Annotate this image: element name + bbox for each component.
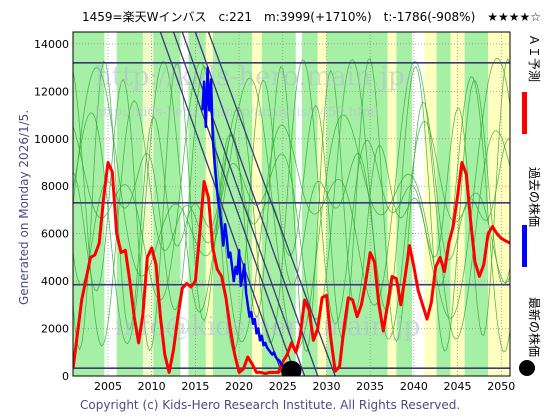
band-14 — [326, 32, 388, 376]
x-tick-2015: 2015 — [181, 380, 209, 393]
trend-line-4 — [159, 32, 284, 376]
band-22 — [488, 32, 510, 376]
band-19 — [436, 32, 451, 376]
band-15 — [387, 32, 397, 376]
band-13 — [317, 32, 327, 376]
x-tick-2010: 2010 — [138, 380, 166, 393]
watermark-url: http://kids-hero.main.jp/ — [95, 62, 414, 92]
y-tick-14000: 14000 — [34, 38, 69, 51]
trend-line-3 — [207, 32, 336, 376]
y-tick-8000: 8000 — [41, 180, 69, 193]
x-tick-2040: 2040 — [400, 380, 428, 393]
x-tick-2045: 2045 — [444, 380, 472, 393]
y-tick-6000: 6000 — [41, 228, 69, 241]
legend-swatch-0 — [522, 92, 527, 134]
band-3 — [142, 32, 154, 376]
ai-prediction-line — [73, 161, 510, 376]
x-tick-2030: 2030 — [312, 380, 340, 393]
x-tick-2035: 2035 — [356, 380, 384, 393]
envelope-line-5 — [73, 58, 510, 352]
watermark: http://kids-hero.main.jp/ http://kids-he… — [95, 62, 420, 342]
legend-label-2: 最新の株価 — [527, 297, 542, 357]
envelope-line-1 — [73, 61, 510, 343]
series-layer — [73, 66, 510, 376]
y-tick-2000: 2000 — [41, 323, 69, 336]
envelope-line-6 — [73, 57, 510, 353]
envelope-line-2 — [73, 58, 510, 345]
x-axis-ticks: 2005 2010 2015 2020 2025 2030 2035 2040 2045 2050 — [94, 380, 515, 393]
latest-price-marker — [281, 360, 302, 376]
generated-date-label: Generated on Monday 2026/1/5. — [17, 110, 31, 305]
x-tick-2025: 2025 — [269, 380, 297, 393]
watermark-analysis-url: http://kids-hero.main.jp/analysis/1459.h… — [95, 105, 379, 120]
plot-frame — [72, 31, 511, 377]
legend-swatch-2 — [519, 360, 535, 376]
band-18 — [424, 32, 437, 376]
x-tick-2020: 2020 — [225, 380, 253, 393]
legend-swatch-1 — [522, 225, 527, 267]
band-5 — [180, 32, 189, 376]
y-tick-0: 0 — [62, 370, 69, 383]
band-2 — [116, 32, 143, 376]
band-11 — [295, 32, 302, 376]
copyright-text: Copyright (c) Kids-Hero Research Institu… — [80, 398, 460, 412]
band-16 — [396, 32, 413, 376]
chart-title: 1459=楽天Wインバス c:221 m:3999(+1710%) t:-178… — [82, 10, 541, 24]
x-tick-2005: 2005 — [94, 380, 122, 393]
watermark-email: info@kids-hero.main.jp — [115, 312, 420, 342]
band-17 — [412, 32, 425, 376]
y-axis-ticks: 0 2000 4000 6000 8000 10000 12000 14000 — [34, 38, 69, 383]
y-tick-12000: 12000 — [34, 85, 69, 98]
legend-label-0: ＡＩ予測 — [527, 34, 541, 82]
x-tick-2050: 2050 — [487, 380, 515, 393]
trend-line-2 — [194, 32, 319, 376]
y-tick-10000: 10000 — [34, 133, 69, 146]
prediction-bands — [73, 32, 510, 376]
trend-line-0 — [172, 32, 297, 376]
past-price-line — [201, 66, 292, 372]
legend-label-1: 過去の株価 — [527, 167, 542, 227]
y-tick-4000: 4000 — [41, 275, 69, 288]
band-1 — [104, 32, 117, 376]
